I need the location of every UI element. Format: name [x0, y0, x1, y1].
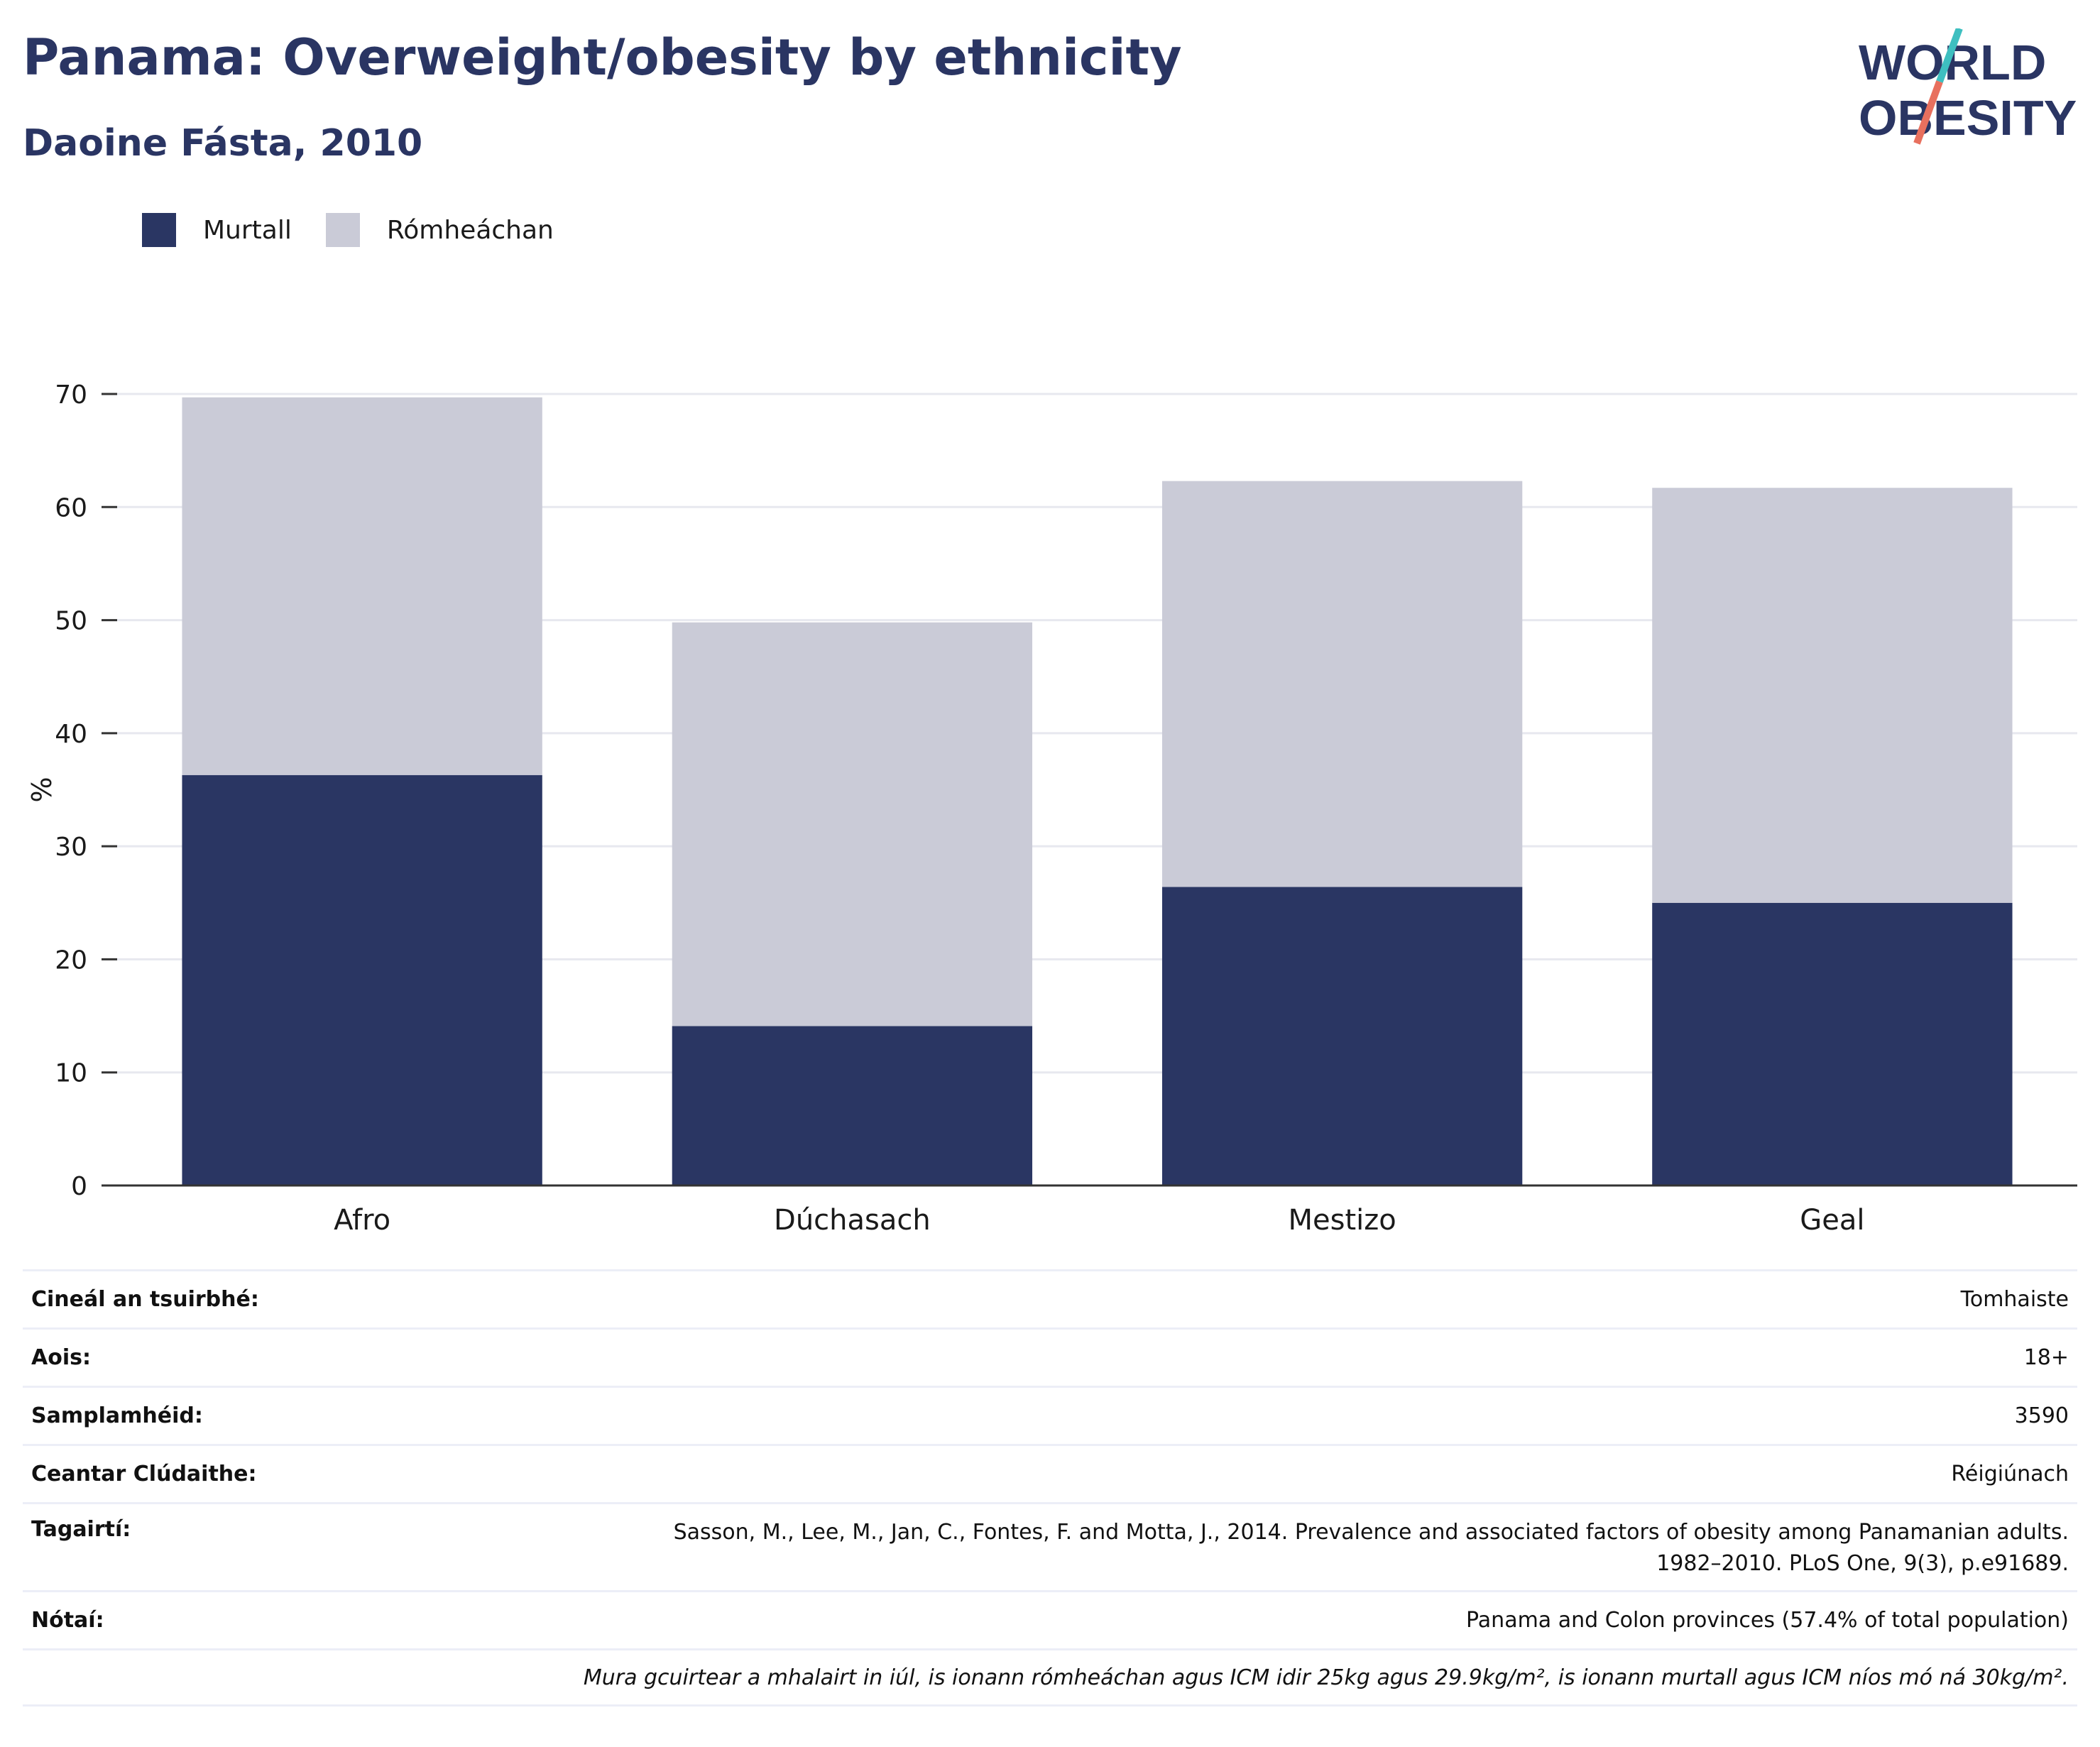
meta-row-references: Tagairtí: Sasson, M., Lee, M., Jan, C., …	[23, 1502, 2077, 1590]
reference-line-2: 1982–2010. PLoS One, 9(3), p.e91689.	[1656, 1551, 2069, 1576]
meta-row-definition: Mura gcuirtear a mhalairt in iúl, is ion…	[23, 1648, 2077, 1707]
meta-label-area: Ceantar Clúdaithe:	[31, 1462, 257, 1486]
y-axis-label: %	[26, 777, 58, 802]
meta-label-age: Aois:	[31, 1345, 91, 1370]
legend-swatch-overweight	[325, 213, 360, 247]
legend-item-obese: Murtall	[142, 213, 292, 247]
logo-slash-teal	[1936, 28, 1963, 83]
bar-overweight	[182, 397, 542, 775]
x-tick-label: Geal	[1800, 1204, 1864, 1235]
meta-value-area: Réigiúnach	[1951, 1461, 2069, 1486]
meta-row-age: Aois: 18+	[23, 1327, 2077, 1386]
bar-overweight	[1652, 488, 2013, 903]
x-tick-label: Afro	[334, 1204, 390, 1235]
meta-row-sample-size: Samplamhéid: 3590	[23, 1386, 2077, 1444]
meta-label-notes: Nótaí:	[31, 1608, 104, 1633]
bar-overweight	[1161, 481, 1523, 887]
metadata-table: Cineál an tsuirbhé: Tomhaiste Aois: 18+ …	[23, 1269, 2077, 1707]
y-tick-label: 0	[71, 1172, 87, 1201]
bar-obese	[1652, 902, 2013, 1185]
x-tick-label: Dúchasach	[774, 1204, 931, 1235]
chart-title: Panama: Overweight/obesity by ethnicity	[23, 28, 1182, 87]
meta-label-survey-type: Cineál an tsuirbhé:	[31, 1287, 259, 1312]
x-tick-label: Mestizo	[1289, 1204, 1396, 1235]
meta-definition-note: Mura gcuirtear a mhalairt in iúl, is ion…	[583, 1665, 2069, 1690]
legend-item-overweight: Rómheáchan	[325, 213, 554, 247]
legend-label-obese: Murtall	[203, 215, 292, 245]
y-tick-label: 20	[55, 946, 87, 975]
meta-value-age: 18+	[2023, 1345, 2069, 1370]
legend-swatch-obese	[142, 213, 176, 247]
y-tick-label: 60	[55, 493, 87, 522]
bar-obese	[1161, 887, 1523, 1185]
meta-value-survey-type: Tomhaiste	[1960, 1286, 2069, 1312]
meta-row-notes: Nótaí: Panama and Colon provinces (57.4%…	[23, 1590, 2077, 1648]
reference-line-1: Sasson, M., Lee, M., Jan, C., Fontes, F.…	[673, 1520, 2069, 1545]
bar-obese	[672, 1026, 1033, 1185]
meta-value-references: Sasson, M., Lee, M., Jan, C., Fontes, F.…	[674, 1517, 2069, 1579]
meta-value-notes: Panama and Colon provinces (57.4% of tot…	[1466, 1607, 2069, 1633]
y-tick-label: 30	[55, 833, 87, 862]
meta-row-survey-type: Cineál an tsuirbhé: Tomhaiste	[23, 1269, 2077, 1327]
y-tick-label: 10	[55, 1059, 87, 1088]
logo-slash-coral	[1913, 80, 1943, 145]
y-tick-label: 50	[55, 607, 87, 636]
meta-row-area: Ceantar Clúdaithe: Réigiúnach	[23, 1444, 2077, 1502]
legend-label-overweight: Rómheáchan	[386, 215, 554, 245]
meta-value-sample-size: 3590	[2014, 1403, 2069, 1428]
chart-subtitle: Daoine Fásta, 2010	[23, 122, 423, 165]
meta-label-sample-size: Samplamhéid:	[31, 1403, 203, 1428]
y-tick-label: 70	[55, 380, 87, 410]
meta-label-references: Tagairtí:	[31, 1517, 131, 1542]
chart-legend: Murtall Rómheáchan	[142, 212, 588, 248]
y-tick-label: 40	[55, 720, 87, 749]
world-obesity-logo: WORLD OBESITY	[1859, 28, 2077, 146]
bar-obese	[182, 774, 542, 1185]
bar-chart: 0 10 20 30 40 50 60 70% Afro Dúchasach Mestizo Geal	[26, 380, 2077, 1235]
logo-word-obesity: OBESITY	[1859, 90, 2077, 146]
bar-overweight	[672, 622, 1033, 1026]
